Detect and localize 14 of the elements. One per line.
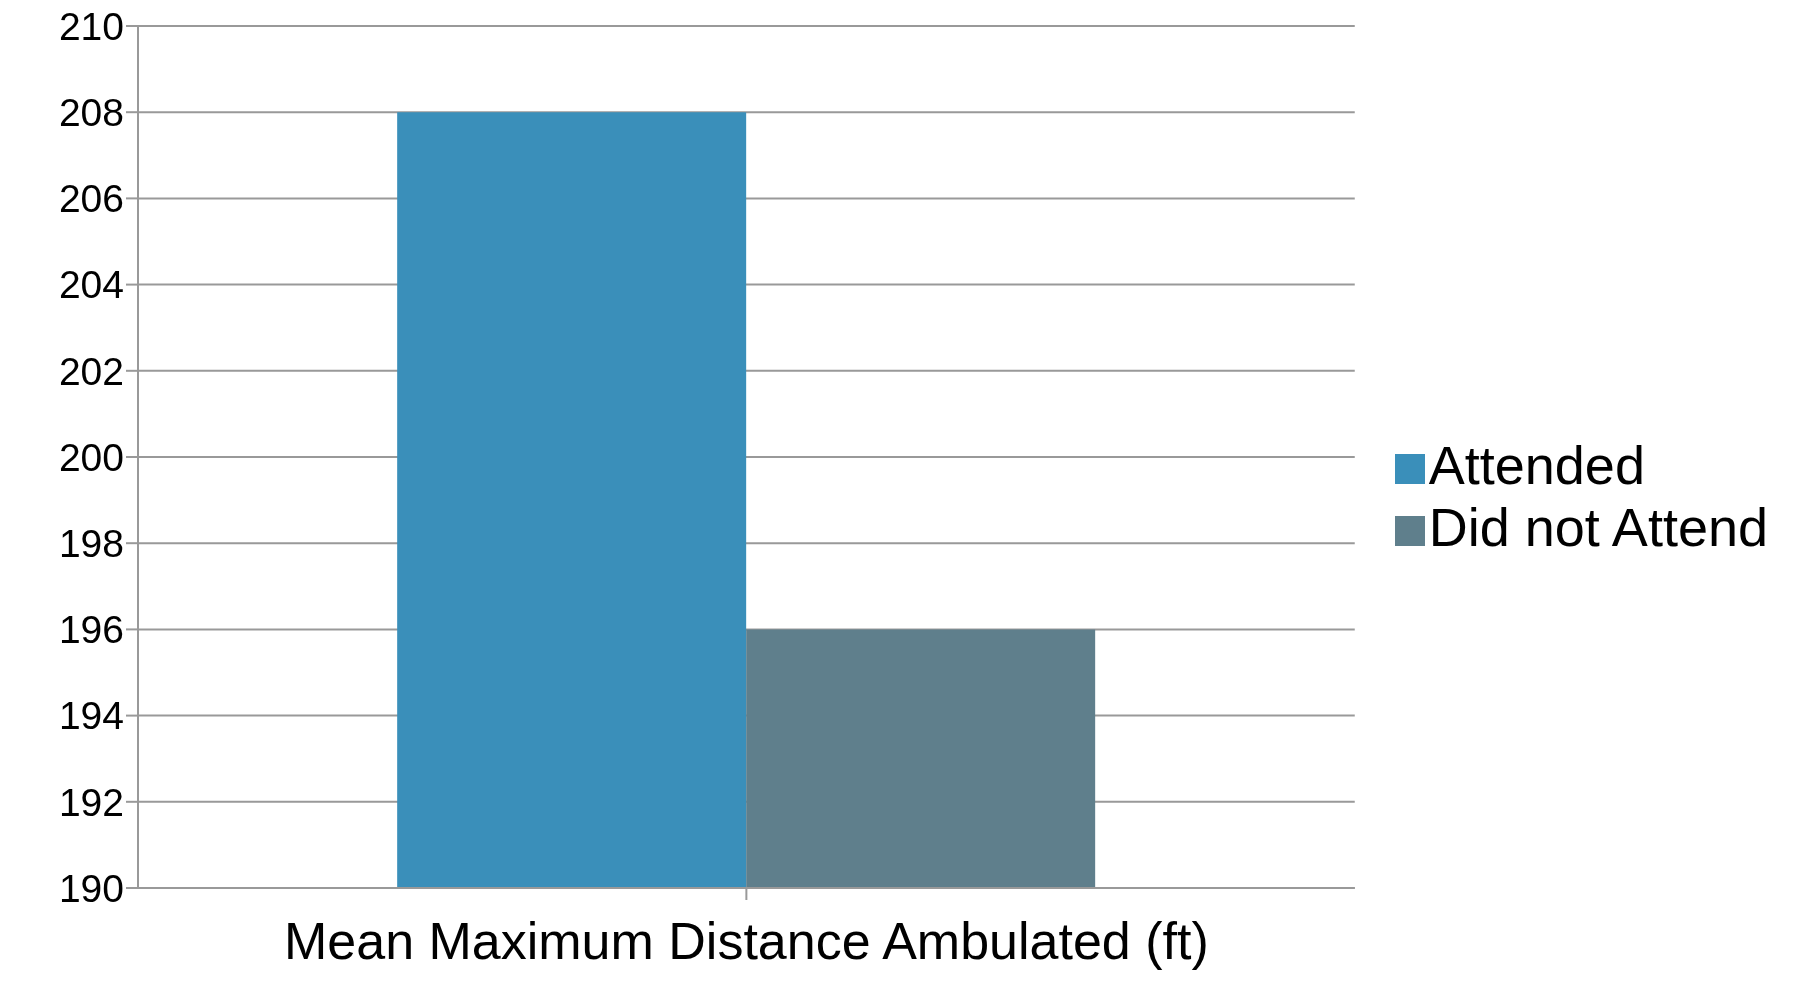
x-tick-label: Mean Maximum Distance Ambulated (ft) xyxy=(283,911,1209,970)
y-tick-label: 200 xyxy=(58,435,124,479)
y-tick-label: 210 xyxy=(58,4,124,48)
y-tick-label: 202 xyxy=(58,349,124,393)
y-tick-label: 204 xyxy=(58,263,124,307)
y-tick-label: 198 xyxy=(58,522,124,566)
y-tick-label: 192 xyxy=(58,780,124,824)
legend-label: Attended xyxy=(1428,434,1645,495)
legend-label: Did not Attend xyxy=(1428,496,1768,557)
y-tick-label: 208 xyxy=(58,91,124,135)
y-tick-label: 206 xyxy=(58,177,124,221)
y-tick-label: 196 xyxy=(58,608,124,652)
y-tick-label: 190 xyxy=(58,866,124,910)
y-tick-label: 194 xyxy=(58,694,124,738)
